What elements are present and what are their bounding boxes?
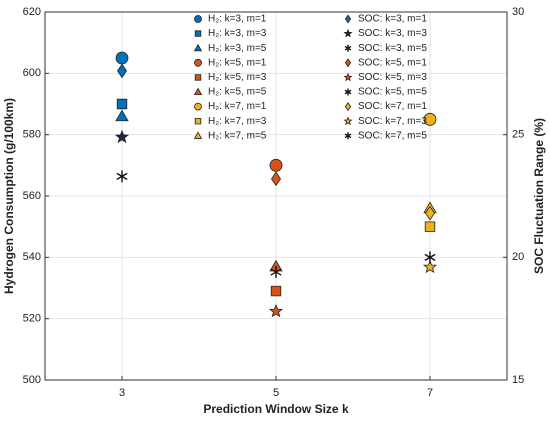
legend-label: H₂: k=3, m=3 [208,28,267,39]
legend-label: SOC: k=5, m=5 [358,87,427,98]
legend-label: H₂: k=5, m=1 [208,57,267,68]
legend-label: SOC: k=5, m=3 [358,72,427,83]
legend-label: SOC: k=3, m=1 [358,14,427,25]
legend-label: H₂: k=3, m=5 [208,43,267,54]
legend-label: SOC: k=7, m=3 [358,116,427,127]
legend-label: H₂: k=7, m=5 [208,130,267,141]
legend-marker [193,131,203,139]
point [117,63,127,79]
point [271,171,281,187]
x-tick-label: 3 [119,387,125,399]
point [114,129,130,144]
point [424,221,436,232]
y2-tick-label: 25 [512,129,524,141]
point [270,285,282,297]
legend-marker [193,87,203,96]
legend-marker [344,14,352,24]
point [269,158,283,172]
legend-marker [194,74,202,81]
legend-marker [344,44,352,52]
legend-label: SOC: k=5, m=1 [358,57,427,68]
legend-marker [194,30,202,37]
legend-marker [194,15,202,23]
x-tick-label: 5 [273,387,279,399]
legend-label: SOC: k=7, m=5 [358,130,427,141]
legend-label: SOC: k=3, m=5 [358,43,427,54]
legend-marker [344,132,352,140]
point [116,98,128,110]
legend-marker [194,102,202,111]
point [115,109,129,122]
legend-marker [344,58,352,68]
y2-tick-label: 20 [512,251,524,263]
y-tick-label: 500 [23,374,41,386]
legend-label: H₂: k=7, m=3 [208,116,267,127]
point [116,170,128,183]
legend-marker [343,116,353,126]
legend-label: H₂: k=5, m=3 [208,72,267,83]
legend-label: H₂: k=5, m=5 [208,87,267,98]
legend-marker [194,58,202,67]
y2-axis-label: SOC Fluctuation Range (%) [532,118,546,274]
x-tick-label: 7 [427,387,433,399]
y-tick-label: 560 [23,190,41,202]
point [425,205,435,221]
point [268,303,284,318]
point [423,112,437,126]
legend-label: SOC: k=7, m=1 [358,101,427,112]
legend-marker [193,43,203,52]
y2-tick-label: 30 [512,6,524,18]
x-axis-label: Prediction Window Size k [203,402,349,416]
legend-label: H₂: k=3, m=1 [208,14,267,25]
legend-marker [343,72,353,82]
point [424,251,436,264]
y-axis-label: Hydrogen Consumption (g/100km) [2,98,16,294]
y-tick-label: 580 [23,129,41,141]
y2-tick-label: 15 [512,374,524,386]
y-tick-label: 520 [23,313,41,325]
point [115,51,129,65]
legend-marker [344,88,352,96]
point [270,266,282,279]
legend-marker [194,118,202,125]
legend-marker [344,102,352,112]
y-tick-label: 540 [23,251,41,263]
point [422,259,438,274]
legend-marker [343,28,353,38]
y-tick-label: 600 [23,67,41,79]
y-tick-label: 620 [23,6,41,18]
legend-label: SOC: k=3, m=3 [358,28,427,39]
legend-label: H₂: k=7, m=1 [208,101,267,112]
